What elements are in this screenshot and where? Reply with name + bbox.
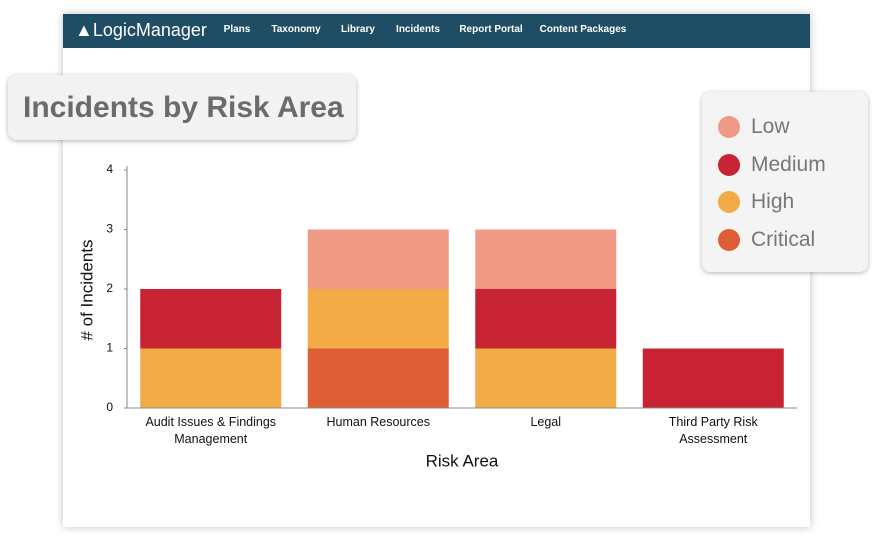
nav-item[interactable]: Plans [223, 24, 251, 35]
legend-label: High [751, 190, 795, 213]
legend-label: Critical [751, 227, 816, 251]
x-tick-label: Legal [530, 415, 562, 429]
y-axis-label: # of Incidents [77, 239, 96, 340]
bar-segment [475, 289, 617, 349]
bar-segment [307, 289, 449, 349]
nav-bar: ▲LogicManager Plans Taxonomy Library Incide… [63, 14, 810, 48]
legend-item: Critical [718, 227, 815, 253]
y-tick-label: 0 [106, 400, 113, 414]
legend-item: Low [718, 114, 790, 140]
bar-segment [475, 229, 617, 289]
legend-swatch [718, 116, 740, 138]
x-tick-label: Human Resources [326, 415, 430, 429]
bar-segment [475, 348, 617, 408]
legend-label: Low [751, 115, 790, 138]
y-tick-label: 4 [106, 162, 113, 176]
nav-item[interactable]: Content Packages [539, 24, 627, 35]
y-tick-label: 2 [106, 281, 113, 295]
bar-segment [642, 348, 784, 408]
legend-swatch [718, 191, 740, 213]
nav-item[interactable]: Report Portal [459, 24, 523, 35]
nav-item[interactable]: Library [341, 24, 375, 35]
legend-item: High [718, 189, 794, 215]
bar-segment [307, 229, 449, 289]
chart-title: Incidents by Risk Area [8, 75, 356, 140]
logo-icon: ▲ [75, 20, 93, 40]
nav-item[interactable]: Incidents [396, 24, 440, 35]
legend-swatch [718, 228, 740, 251]
bar-segment [307, 348, 449, 408]
bar-segment [140, 348, 282, 408]
legend-item: Medium [718, 152, 826, 178]
y-tick-label: 3 [106, 222, 113, 236]
bar-segment [140, 289, 282, 349]
x-tick-label: Third Party Risk Assessment [668, 415, 758, 446]
logo-text: LogicManager [92, 20, 207, 40]
legend: Low Medium High Critical [702, 92, 868, 272]
x-tick-label: Audit Issues & Findings Management [145, 415, 277, 446]
logo[interactable]: ▲LogicManager [75, 20, 207, 41]
legend-label: Medium [751, 152, 826, 176]
x-axis-label: Risk Area [426, 451, 499, 470]
y-tick-label: 1 [106, 341, 113, 355]
nav-item[interactable]: Taxonomy [271, 24, 321, 35]
legend-swatch [718, 153, 740, 176]
